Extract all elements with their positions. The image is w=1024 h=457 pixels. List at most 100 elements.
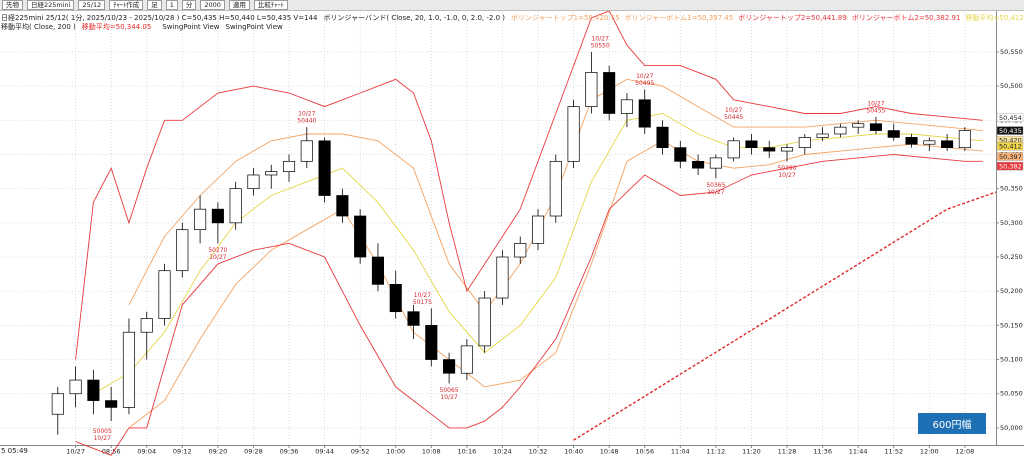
candle-body: [51, 393, 64, 415]
indicator-line: [573, 191, 997, 441]
candle-body: [780, 147, 794, 152]
candle-body: [763, 147, 776, 152]
toolbar-item[interactable]: 1: [165, 0, 178, 10]
candle-body: [887, 130, 900, 138]
legend-entry: 移動平均=50,344.05: [81, 23, 152, 31]
annotation-value: 50440: [297, 118, 316, 125]
candle-body: [425, 325, 438, 360]
candle-body: [692, 160, 705, 169]
candle-body: [638, 99, 651, 128]
x-tick-label: 10/27: [66, 448, 85, 456]
view-label: SwingPoint View: [225, 23, 283, 31]
indicator-line: [128, 140, 983, 429]
x-tick-label: 09:04: [137, 448, 156, 456]
candle-body: [282, 160, 296, 172]
price-tag-label: 50,420: [999, 136, 1022, 144]
legend-entry: ボリンジャーボトム1=50,397.45: [624, 14, 734, 22]
candle-body: [229, 188, 242, 224]
candle-body: [460, 345, 473, 374]
price-tag-label: 50,397: [999, 153, 1022, 161]
candle-body: [745, 140, 758, 148]
annotation-date: 10/27: [636, 73, 653, 80]
x-tick-label: 11:36: [813, 448, 832, 456]
annotation-value: 50065: [440, 387, 459, 394]
candle-body: [87, 379, 100, 401]
price-tag: [996, 126, 1024, 135]
candle-body: [816, 133, 829, 138]
y-tick-label: 50,550: [1000, 48, 1023, 56]
x-tick-label: 11:52: [884, 448, 903, 456]
candle-body: [354, 215, 367, 258]
view-label: SwingPoint View: [162, 23, 220, 31]
x-tick-label: 10:32: [529, 448, 548, 456]
x-tick-label: 11:28: [778, 448, 797, 456]
candle-body: [300, 140, 313, 162]
annotation-value: 50550: [591, 42, 610, 49]
price-tag-label: 50,435: [999, 127, 1022, 135]
legend-entry: ボリンジャートップ1=50,420.55: [511, 14, 620, 22]
toolbar-item[interactable]: 分: [181, 0, 197, 10]
legend-entry: ボリンジャートップ2=50,441.89: [738, 14, 847, 22]
candle-body: [336, 195, 349, 217]
y-tick-label: 50,050: [1000, 390, 1023, 398]
legend-entry: 移動平均=50,412.00: [965, 14, 1024, 22]
candle-body: [122, 331, 135, 408]
price-tag-label: 50,454: [999, 114, 1022, 122]
candle-body: [852, 123, 865, 128]
toolbar-item[interactable]: 25/12: [78, 0, 106, 10]
price-tag: [996, 113, 1024, 122]
toolbar-item[interactable]: 適用: [228, 0, 250, 10]
annotation-date: 10/27: [94, 435, 111, 442]
legend: 移動平均=50,344.05: [82, 23, 157, 31]
candle-body: [496, 256, 509, 299]
x-tick-label: 12:00: [920, 448, 939, 456]
candle-body: [318, 140, 331, 196]
candle-body: [585, 72, 598, 107]
x-tick-label: 12:08: [956, 448, 975, 456]
candle-body: [905, 137, 918, 145]
x-tick-label: 10:08: [422, 448, 441, 456]
candle-body: [709, 157, 722, 169]
candle-body: [674, 147, 687, 162]
legend-entry: ボリンジャーボトム2=50,382.91: [851, 14, 961, 22]
toolbar-item[interactable]: ﾁｬｰﾄ作成: [109, 0, 144, 10]
y-tick-label: 50,000: [1000, 424, 1023, 432]
indicator-line: [75, 154, 983, 456]
candle-body: [656, 126, 669, 148]
toolbar-item[interactable]: 日経225mini: [27, 0, 75, 10]
y-tick-label: 50,500: [1000, 82, 1023, 90]
annotation-date: 10/27: [414, 292, 431, 299]
candle-body: [478, 297, 491, 347]
annotation-value: 50270: [208, 247, 227, 254]
annotation-date: 10/27: [298, 111, 315, 118]
candle-body: [514, 242, 527, 258]
annotation-value: 50455: [866, 107, 885, 114]
annotation-date: 10/27: [725, 107, 742, 114]
candle-body: [869, 123, 882, 131]
toolbar-item[interactable]: 先物: [2, 0, 23, 10]
annotation-value: 50495: [635, 80, 654, 87]
candle-body: [567, 106, 580, 162]
candle-body: [531, 215, 545, 244]
y-tick-label: 50,350: [1000, 185, 1023, 193]
info-row: 日経225mini 25/12( 1分, 2025/10/23 - 2025/1…: [1, 13, 1024, 23]
legend: ボリンジャートップ1=50,420.55 ボリンジャーボトム1=50,397.45…: [511, 14, 1024, 22]
x-tick-label: 10:16: [458, 448, 477, 456]
toolbar-item[interactable]: 足: [147, 0, 162, 10]
x-tick-label: 09:44: [315, 448, 334, 456]
toolbar-item[interactable]: 比較ﾁｬｰﾄ: [253, 0, 288, 10]
y-tick-label: 50,150: [1000, 321, 1023, 329]
toolbar-item[interactable]: 2000: [200, 0, 225, 10]
y-tick-label: 50,100: [1000, 356, 1023, 364]
y-tick-label: 50,250: [1000, 253, 1023, 261]
x-tick-label: 10:56: [635, 448, 654, 456]
candle-body: [549, 160, 562, 217]
candle-body: [140, 318, 153, 333]
x-tick-label: 10:48: [600, 448, 619, 456]
candle-body: [265, 171, 278, 176]
candle-body: [923, 140, 936, 145]
